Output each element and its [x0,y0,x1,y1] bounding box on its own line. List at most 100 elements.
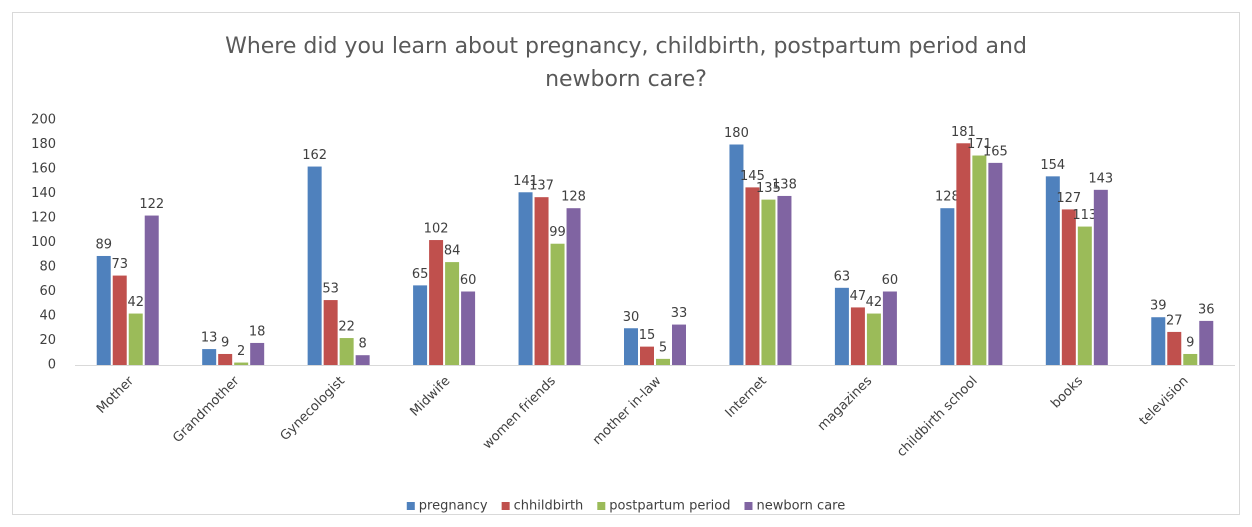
data-label: 27 [1166,313,1183,328]
data-label: 53 [322,282,339,297]
bar [1045,176,1060,365]
y-tick-label: 20 [39,333,56,348]
data-label: 135 [756,181,781,196]
legend-label: newborn care [756,499,845,514]
chart-border [12,12,1240,515]
bar [413,285,428,365]
data-label: 63 [834,269,851,284]
bar [518,192,533,365]
data-label: 165 [983,144,1008,159]
bar [956,143,971,365]
legend-swatch [744,502,753,510]
y-tick-label: 60 [39,284,56,299]
data-label: 99 [549,225,566,240]
bar [972,155,987,365]
bar [866,313,881,365]
bar [1167,331,1182,365]
bar [534,197,549,365]
data-label: 9 [1186,335,1194,350]
bar [355,355,370,365]
data-label: 2 [237,344,245,359]
bar [445,262,460,365]
data-label: 60 [882,273,899,288]
data-label: 47 [850,289,867,304]
data-label: 36 [1198,302,1215,317]
data-label: 145 [740,169,765,184]
data-label: 22 [338,320,355,335]
bar [850,307,865,365]
bar [96,255,111,365]
data-label: 141 [513,174,538,189]
data-label: 137 [529,179,554,194]
bar [202,349,217,365]
y-tick-label: 140 [31,186,56,201]
bar [339,338,354,365]
legend-label: pregnancy [419,499,488,514]
legend-label: chhildbirth [514,499,584,514]
y-tick-label: 160 [31,162,56,177]
data-label: 89 [95,237,112,252]
data-label: 15 [639,328,656,343]
data-label: 84 [444,244,461,259]
data-label: 162 [302,148,327,163]
data-label: 30 [623,310,640,325]
bar [429,240,444,365]
chart-title: Where did you learn about pregnancy, chi… [225,34,1027,92]
data-label: 122 [139,197,164,212]
bar [1199,320,1214,365]
data-label: 39 [1150,299,1167,314]
data-label: 33 [671,306,688,321]
y-tick-label: 120 [31,211,56,226]
data-label: 13 [201,331,218,346]
bar [777,195,792,365]
bar [250,342,265,365]
data-label: 113 [1072,208,1097,223]
data-label: 9 [221,335,229,350]
bar [940,208,955,365]
legend-swatch [597,502,606,510]
data-label: 181 [951,125,976,140]
bar [234,362,249,365]
bar [882,291,897,365]
bar [834,287,849,365]
y-tick-label: 40 [39,309,56,324]
bar [112,275,127,365]
bar [988,162,1003,365]
bar [566,208,581,365]
data-label: 18 [249,324,266,339]
bar [218,353,233,365]
bar [640,346,654,365]
data-label: 73 [111,257,128,272]
bar [1093,189,1108,365]
bar [550,243,565,365]
bar [745,187,760,365]
y-tick-label: 80 [39,260,56,275]
data-label: 127 [1056,191,1081,206]
legend-swatch [406,502,415,510]
bar [1183,353,1198,365]
data-label: 60 [460,273,477,288]
data-label: 42 [866,295,883,310]
data-label: 138 [772,177,797,192]
data-label: 143 [1088,171,1113,186]
y-tick-label: 100 [31,235,56,250]
legend-swatch [501,502,510,510]
bar [761,199,776,365]
bar [128,313,143,365]
bar [672,324,686,365]
data-label: 128 [935,190,960,205]
data-label: 42 [127,295,144,310]
legend-label: postpartum period [609,499,730,514]
y-tick-label: 200 [31,113,56,128]
data-label: 171 [967,137,992,152]
bar [1061,209,1076,365]
data-label: 102 [424,222,449,237]
bar [624,328,638,365]
bar [656,358,670,365]
data-label: 5 [659,340,667,355]
bar [729,144,744,365]
data-label: 180 [724,126,749,141]
bar [1151,317,1166,365]
